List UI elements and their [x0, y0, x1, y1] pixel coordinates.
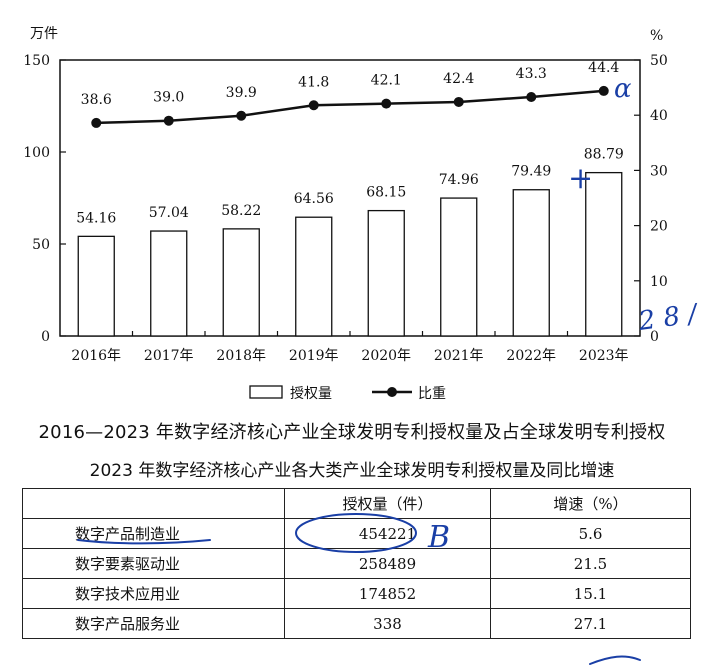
table-row: 数字技术应用业 174852 15.1 — [22, 578, 691, 609]
legend-bar-label: 授权量 — [290, 386, 332, 402]
row-count: 338 — [284, 608, 491, 639]
bar-value-label: 74.96 — [439, 172, 479, 188]
combo-chart: 0 50 100 150 0 10 20 30 40 50 万件 % 2016年 2017年 2018年 20… — [23, 26, 668, 402]
right-axis-tick-label: 40 — [650, 108, 668, 124]
bar — [77, 235, 115, 337]
ratio-value-label: 42.1 — [371, 73, 402, 89]
row-category: 数字产品制造业 — [22, 518, 285, 549]
table-row: 数字产品制造业 454221 5.6 — [22, 518, 691, 549]
row-category: 数字产品服务业 — [22, 608, 285, 639]
chart-legend: 授权量 比重 — [249, 385, 446, 402]
x-axis-tick-label: 2023年 — [579, 348, 629, 364]
x-axis-tick-label: 2020年 — [361, 348, 411, 364]
legend-bar-swatch — [249, 385, 283, 399]
right-axis-tick-label: 0 — [650, 329, 659, 345]
x-axis-tick-label: 2018年 — [216, 348, 266, 364]
left-axis-tick-label: 0 — [41, 329, 50, 345]
ratio-point — [526, 91, 537, 102]
x-axis-tick-label: 2022年 — [506, 348, 556, 364]
growth-table: 授权量（件） 增速（%） 数字产品制造业 454221 5.6 数字要素驱动业 … — [22, 488, 691, 639]
right-axis-unit: % — [650, 28, 663, 44]
bar-value-label: 68.15 — [366, 185, 406, 201]
row-growth: 21.5 — [490, 548, 691, 579]
bar — [222, 228, 260, 337]
bar — [585, 171, 623, 337]
right-axis-tick-label: 50 — [650, 53, 668, 69]
table-row: 数字产品服务业 338 27.1 — [22, 608, 691, 639]
legend-line-marker — [387, 387, 397, 397]
ratio-point — [236, 110, 247, 121]
legend-line-label: 比重 — [418, 386, 446, 402]
row-count: 454221 — [284, 518, 491, 549]
row-growth: 5.6 — [490, 518, 691, 549]
bar — [295, 216, 333, 337]
bar-value-label: 88.79 — [584, 147, 624, 163]
line-series — [91, 85, 609, 128]
left-axis-unit: 万件 — [30, 26, 58, 42]
header-growth: 增速（%） — [490, 488, 691, 519]
ratio-value-label: 39.0 — [153, 90, 184, 106]
left-axis-tick-label: 150 — [23, 53, 50, 69]
right-axis-tick-label: 10 — [650, 274, 668, 290]
row-count: 258489 — [284, 548, 491, 579]
chart-title: 2016—2023 年数字经济核心产业全球发明专利授权量及占全球发明专利授权 — [38, 422, 666, 443]
x-axis-tick-label: 2021年 — [434, 348, 484, 364]
bar — [440, 197, 478, 337]
ratio-value-label: 38.6 — [81, 92, 112, 108]
right-axis-tick-label: 30 — [650, 163, 668, 179]
left-axis-tick-label: 100 — [23, 145, 50, 161]
bar-value-label: 54.16 — [76, 210, 116, 226]
row-category: 数字技术应用业 — [22, 578, 285, 609]
ratio-value-label: 41.8 — [298, 74, 329, 90]
ratio-value-label: 42.4 — [443, 71, 474, 87]
ink-mark — [589, 655, 641, 665]
row-growth: 15.1 — [490, 578, 691, 609]
bar — [512, 189, 550, 337]
x-axis-tick-label: 2016年 — [71, 348, 121, 364]
left-axis-tick-label: 50 — [32, 237, 50, 253]
bar-value-label: 58.22 — [221, 203, 261, 219]
table-row: 数字要素驱动业 258489 21.5 — [22, 548, 691, 579]
data-labels: 54.16 57.04 58.22 64.56 68.15 74.96 79.49 88.79… — [76, 60, 624, 226]
ratio-point — [598, 85, 609, 96]
x-axis-tick-label: 2017年 — [144, 348, 194, 364]
ratio-point — [381, 98, 392, 109]
ratio-line — [96, 89, 604, 125]
ratio-point — [91, 117, 102, 128]
bar — [150, 230, 188, 337]
bar-value-label: 79.49 — [511, 164, 551, 180]
ratio-point — [453, 96, 464, 107]
bar — [367, 209, 405, 337]
ratio-value-label: 39.9 — [226, 85, 257, 101]
header-category — [22, 488, 285, 519]
ratio-point — [163, 115, 174, 126]
row-category: 数字要素驱动业 — [22, 548, 285, 579]
row-growth: 27.1 — [490, 608, 691, 639]
bar-value-label: 57.04 — [149, 205, 189, 221]
table-header-row: 授权量（件） 增速（%） — [22, 488, 691, 519]
header-count: 授权量（件） — [284, 488, 491, 519]
ratio-value-label: 44.4 — [588, 60, 619, 76]
ratio-value-label: 43.3 — [516, 66, 547, 82]
table-title: 2023 年数字经济核心产业各大类产业全球发明专利授权量及同比增速 — [89, 461, 615, 481]
plot-frame — [59, 59, 641, 337]
bar-value-label: 64.56 — [294, 191, 334, 207]
chart-axes: 0 50 100 150 0 10 20 30 40 50 万件 % 2016年 2017年 2018年 20… — [23, 26, 668, 364]
x-axis-tick-label: 2019年 — [289, 348, 339, 364]
row-count: 174852 — [284, 578, 491, 609]
right-axis-tick-label: 20 — [650, 219, 668, 235]
ratio-point — [308, 100, 319, 111]
bar-series — [77, 171, 623, 337]
